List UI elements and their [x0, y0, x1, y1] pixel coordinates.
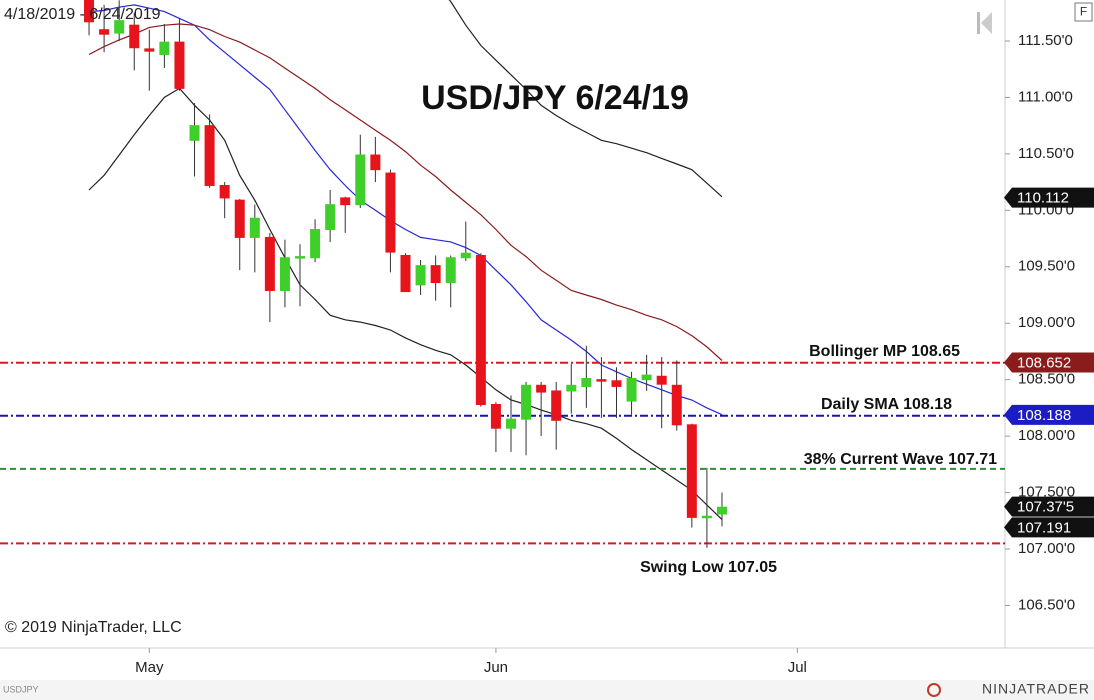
price-marker	[1004, 496, 1094, 517]
x-tick-label: Jun	[484, 659, 508, 676]
logo-icon	[927, 683, 941, 697]
copyright: © 2019 NinjaTrader, LLC	[5, 619, 182, 636]
candle-body	[279, 257, 290, 291]
level-label: 38% Current Wave 107.71	[804, 451, 997, 468]
level-label: Swing Low 107.05	[640, 559, 777, 576]
indicator-line	[448, 0, 723, 198]
y-tick-label: 109.00'0	[1018, 314, 1075, 331]
candle-body	[611, 380, 622, 387]
candle-body	[84, 0, 95, 23]
price-marker-label: 107.191	[1017, 519, 1071, 536]
candle-body	[596, 379, 607, 382]
candle-body	[641, 374, 652, 381]
candle-body	[204, 125, 215, 186]
candle-body	[310, 229, 321, 259]
panel-button[interactable]: F	[1074, 2, 1093, 22]
indicator-line	[88, 23, 723, 361]
scroll-icon-arrow[interactable]	[981, 12, 992, 34]
y-tick-label: 107.00'0	[1018, 540, 1075, 557]
candle-body	[355, 154, 366, 206]
level-label: Daily SMA 108.18	[821, 396, 952, 413]
y-tick-label: 111.50'0	[1018, 32, 1073, 49]
price-marker-label: 110.112	[1017, 190, 1069, 207]
plot-area	[0, 0, 1005, 548]
price-marker-label: 107.37'5	[1017, 499, 1074, 516]
y-tick-label: 106.50'0	[1018, 596, 1075, 613]
panel-button-label[interactable]: F	[1080, 5, 1087, 19]
candle-body	[325, 204, 336, 231]
candle-body	[400, 254, 411, 293]
price-marker	[1004, 352, 1094, 373]
candle-body	[566, 384, 577, 392]
scroll-icon-bar[interactable]	[977, 12, 980, 34]
candle-body	[505, 418, 516, 429]
panel-button-box[interactable]	[1074, 2, 1093, 22]
logo-text: NINJATRADER	[982, 681, 1090, 697]
y-tick-label: 110.50'0	[1018, 145, 1074, 162]
y-tick-label: 108.00'0	[1018, 427, 1075, 444]
chart-title: USD/JPY 6/24/19	[421, 79, 689, 117]
scroll-end-button[interactable]	[977, 12, 992, 34]
price-marker	[1004, 187, 1094, 208]
candle-body	[671, 384, 682, 426]
candle-body	[219, 184, 230, 199]
candle-body	[445, 257, 456, 284]
candle-body	[536, 384, 547, 393]
level-label: Bollinger MP 108.65	[809, 343, 960, 360]
x-tick-label: May	[135, 659, 164, 676]
candle-body	[189, 125, 200, 141]
candle-body	[716, 506, 727, 515]
y-tick-label: 111.00'0	[1018, 88, 1073, 105]
candle-body	[370, 154, 381, 171]
price-marker-label: 108.188	[1017, 407, 1071, 424]
candle-body	[656, 375, 667, 385]
candle-body	[249, 217, 260, 238]
candle-body	[174, 41, 185, 89]
candle-body	[686, 424, 697, 518]
x-tick-label: Jul	[788, 659, 807, 676]
candle-body	[490, 403, 501, 429]
candle-body	[415, 265, 426, 286]
y-tick-label: 107.50'0	[1018, 484, 1075, 501]
candle-body	[475, 254, 486, 405]
candle-body	[581, 378, 592, 387]
logo: NINJATRADER	[927, 681, 1090, 697]
candle-body	[460, 252, 471, 259]
instrument: USDJPY	[3, 684, 39, 694]
status-bar	[0, 680, 1094, 700]
candle-body	[234, 199, 245, 238]
candle-body	[144, 48, 155, 52]
candle-body	[385, 172, 396, 253]
y-tick-label: 109.50'0	[1018, 258, 1075, 275]
overlay-layer: 106.50'0 107.00'0 107.50'0 108.00'0 108.50'0…	[640, 32, 1094, 613]
candle-body	[521, 384, 532, 420]
candle-body	[551, 390, 562, 421]
candle-body	[701, 515, 712, 519]
candle-body	[114, 20, 125, 34]
candle-body	[129, 24, 140, 49]
date-range: 4/18/2019 - 6/24/2019	[4, 6, 161, 23]
candle-body	[159, 41, 170, 56]
candle-body	[626, 378, 637, 402]
candle-body	[99, 29, 110, 35]
candle-body	[340, 197, 351, 206]
price-marker-label: 108.652	[1017, 354, 1071, 371]
candle-body	[264, 236, 275, 291]
candle-body	[295, 256, 306, 259]
candle-body	[430, 265, 441, 284]
y-tick-label: 108.50'0	[1018, 371, 1075, 388]
price-marker	[1004, 404, 1094, 425]
price-marker	[1004, 517, 1094, 538]
